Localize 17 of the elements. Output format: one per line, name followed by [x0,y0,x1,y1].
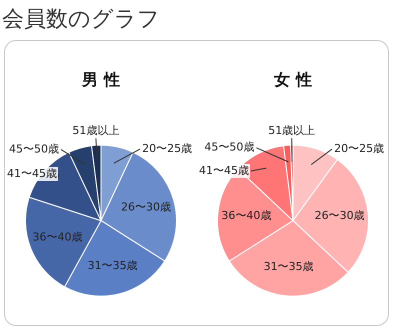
slice-label: 36〜40歳 [220,209,271,222]
text: 会員数のグラフ [2,6,160,34]
slice-label: 36〜40歳 [32,230,82,244]
slice-label: 41〜45歳 [198,164,248,177]
slice-label: 41〜45歳 [6,166,56,180]
slice-label: 20〜25歳 [142,142,192,155]
slice-label: 31〜35歳 [87,258,138,272]
slice-label: 26〜30歳 [120,200,170,214]
chart-title: 女 性 [272,70,312,89]
slice-label: 45〜50歳 [204,140,254,154]
slice-label: 20〜25歳 [334,142,384,155]
slice-label: 51歳以上 [72,124,119,138]
chart-title: 男 性 [80,70,120,89]
slice-label: 45〜50歳 [8,142,59,156]
slice-label: 51歳以上 [268,124,315,137]
slice-label: 26〜30歳 [314,209,364,222]
slice-label: 31〜35歳 [263,260,314,274]
